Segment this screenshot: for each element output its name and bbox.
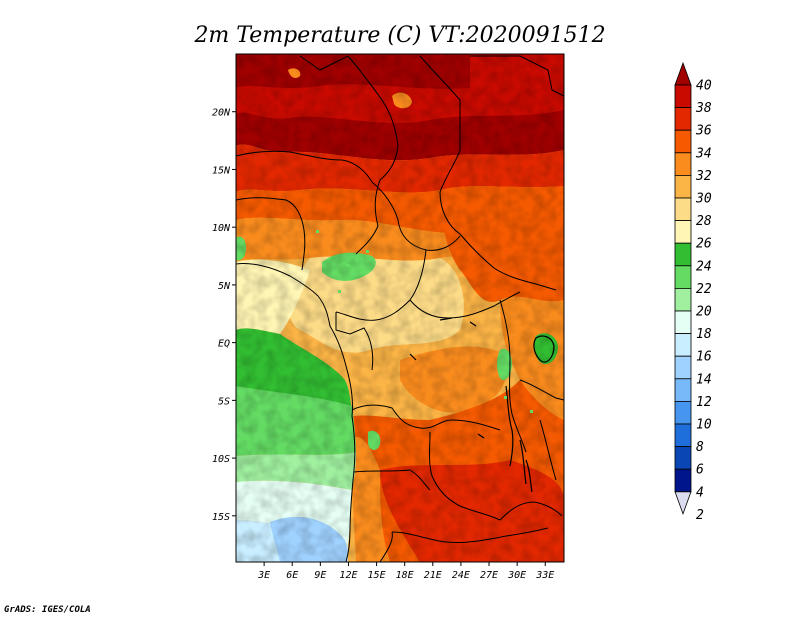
colorbar-swatch <box>674 174 692 199</box>
colorbar-swatch <box>674 287 692 312</box>
colorbar-label: 28 <box>696 214 712 229</box>
colorbar-label: 32 <box>695 169 712 184</box>
colorbar: 40 38 36 34 32 30 28 26 24 22 20 18 16 14 12 10 8 6 4 2 <box>674 61 712 523</box>
lat-tick-label: 15S <box>212 512 230 523</box>
lon-tick-label: 6E <box>286 570 298 581</box>
colorbar-swatch <box>674 310 692 335</box>
colorbar-label: 16 <box>696 350 712 365</box>
colorbar-label: 40 <box>696 79 712 94</box>
colorbar-label: 4 <box>696 485 704 500</box>
lat-tick-label: 5S <box>218 396 230 407</box>
colorbar-swatch <box>674 152 692 176</box>
lat-tick-label: 15N <box>212 165 231 176</box>
colorbar-label: 18 <box>696 327 712 342</box>
colorbar-label: 26 <box>696 237 712 252</box>
lon-tick-label: 12E <box>339 570 357 581</box>
lat-tick-label: 5N <box>218 281 231 292</box>
lakes <box>409 317 555 493</box>
lon-tick-label: 9E <box>314 570 326 581</box>
colorbar-swatch <box>674 107 692 131</box>
lat-tick-label: 10N <box>212 223 231 234</box>
colorbar-top-arrow <box>674 61 692 86</box>
colorbar-swatch <box>674 355 692 380</box>
colorbar-label: 38 <box>695 101 712 116</box>
longitude-axis: 3E 6E 9E 12E 15E 18E 21E 24E 27E 30E 33E <box>257 562 554 581</box>
colorbar-swatch <box>674 265 692 289</box>
grads-credit: GrADS: IGES/COLA <box>4 605 91 615</box>
colorbar-bottom-arrow <box>674 491 692 515</box>
colorbar-label: 36 <box>695 124 712 139</box>
lon-tick-label: 27E <box>480 570 498 581</box>
colorbar-swatch <box>674 220 692 244</box>
lon-tick-label: 30E <box>507 570 526 581</box>
colorbar-label: 2 <box>696 508 704 523</box>
lon-tick-label: 21E <box>424 570 442 581</box>
colorbar-label: 12 <box>696 395 712 410</box>
colorbar-label: 10 <box>696 418 712 433</box>
colorbar-swatch <box>674 378 692 402</box>
colorbar-swatch <box>674 84 692 109</box>
lat-tick-label: 10S <box>212 454 230 465</box>
colorbar-label: 34 <box>695 146 712 161</box>
lon-tick-label: 15E <box>368 570 386 581</box>
lon-tick-label: 18E <box>396 570 414 581</box>
colorbar-swatch <box>674 446 692 470</box>
plot-frame <box>235 53 565 563</box>
colorbar-swatch <box>674 468 692 493</box>
map-title: 2m Temperature (C) VT:2020091512 <box>193 23 605 48</box>
colorbar-label: 6 <box>696 463 704 478</box>
lat-tick-label: EQ <box>218 339 230 350</box>
colorbar-swatch <box>674 129 692 154</box>
temperature-field <box>236 54 564 562</box>
lon-tick-label: 33E <box>535 570 554 581</box>
colorbar-label: 20 <box>696 305 712 320</box>
colorbar-swatch <box>674 242 692 267</box>
colorbar-swatch <box>674 423 692 448</box>
colorbar-label: 14 <box>696 372 712 387</box>
colorbar-swatch <box>674 400 692 425</box>
colorbar-label: 8 <box>696 440 704 455</box>
country-borders <box>236 55 564 562</box>
lon-tick-label: 24E <box>452 570 470 581</box>
lon-tick-label: 3E <box>257 570 270 581</box>
colorbar-label: 24 <box>696 259 712 274</box>
highland-speckles <box>316 230 533 413</box>
colorbar-swatch <box>674 333 692 357</box>
latitude-axis: 20N 15N 10N 5N EQ 5S 10S 15S <box>212 108 236 523</box>
lat-tick-label: 20N <box>212 108 231 119</box>
colorbar-swatch <box>674 197 692 222</box>
colorbar-label: 30 <box>695 192 712 207</box>
colorbar-label: 22 <box>696 282 712 297</box>
